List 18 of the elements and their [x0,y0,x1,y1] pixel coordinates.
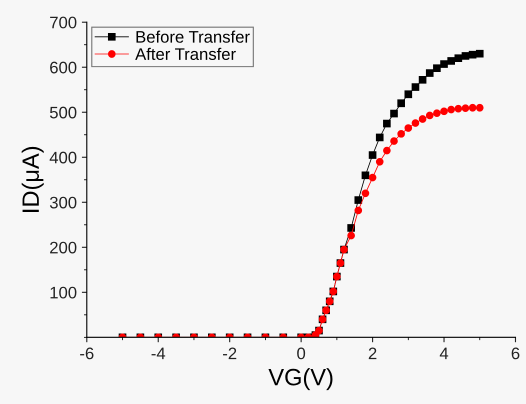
y-axis-title: ID(μA) [22,146,44,212]
legend-label: Before Transfer [136,30,250,43]
y-tick-label: 700 [50,16,76,28]
x-tick-label: 2 [368,348,376,360]
x-tick-label: 4 [440,348,448,360]
legend-label: After Transfer [135,48,236,60]
y-tick-label: 200 [50,242,76,254]
y-tick-label: 600 [50,62,76,74]
y-tick-label: 400 [50,152,76,164]
x-axis-title: VG(V) [268,368,332,390]
x-tick-label: -4 [152,348,166,360]
x-tick-label: -6 [80,348,94,360]
y-tick-label: 300 [50,196,76,208]
x-tick-label: 0 [297,348,306,360]
x-tick-label: -2 [223,348,236,360]
y-tick-label: 500 [50,106,76,118]
y-tick-label: 100 [50,286,76,299]
x-tick-label: 6 [512,348,520,360]
